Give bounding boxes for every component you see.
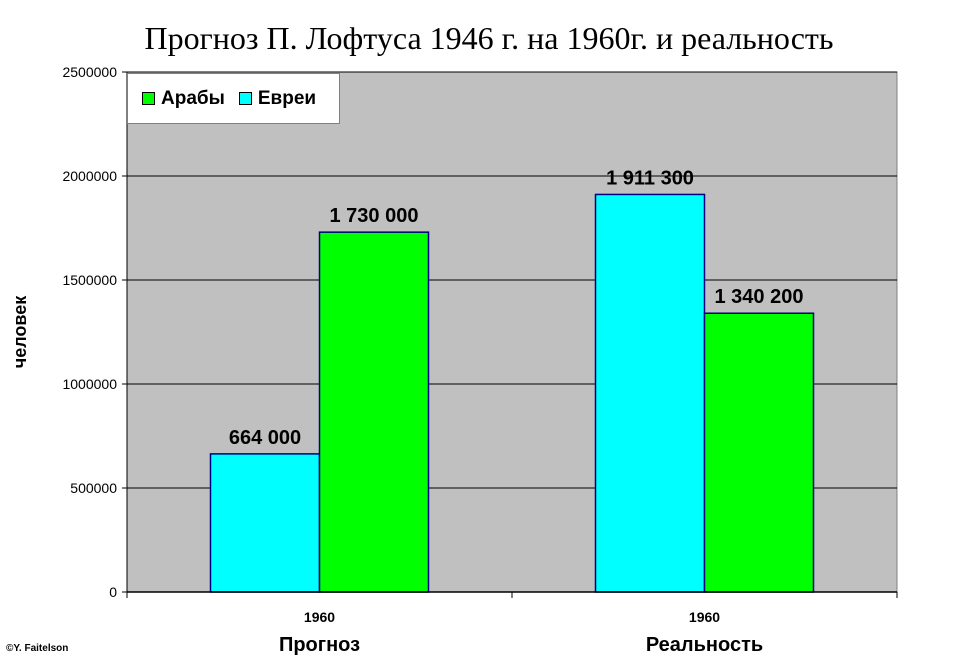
y-tick-label: 1500000 <box>62 272 117 288</box>
legend: Арабы Евреи <box>127 73 340 124</box>
bars <box>209 193 815 593</box>
legend-label: Арабы <box>161 87 225 109</box>
legend-label: Евреи <box>257 87 317 109</box>
bar-jews <box>594 193 706 593</box>
credit-text: ©Y. Faitelson <box>6 643 69 654</box>
category-label: Реальность <box>646 634 763 656</box>
data-label: 1 911 300 <box>606 167 694 189</box>
data-label: 664 000 <box>229 427 301 449</box>
x-tick-label: 1960 <box>304 609 335 625</box>
y-tick-label: 1000000 <box>62 376 117 392</box>
bar-arabs <box>703 312 815 593</box>
bar-jews <box>209 453 321 593</box>
data-label: 1 340 200 <box>715 286 804 308</box>
axes: 0 500000 1000000 1500000 2000000 2500000 <box>62 64 898 600</box>
y-tick-label: 500000 <box>70 480 117 496</box>
x-tick-label: 1960 <box>689 609 720 625</box>
category-label: Прогноз <box>279 634 360 656</box>
y-axis-label: человек <box>10 295 30 368</box>
y-tick-label: 2000000 <box>62 168 117 184</box>
y-tick-label: 2500000 <box>62 64 117 80</box>
labels: 664 000 1 730 000 1960 Прогноз 1 911 300 1 34… <box>229 167 804 656</box>
legend-swatch <box>238 92 252 105</box>
y-tick-label: 0 <box>109 584 117 600</box>
chart-title: Прогноз П. Лофтуса 1946 г. на 1960г. и р… <box>144 20 834 56</box>
data-label: 1 730 000 <box>330 205 419 227</box>
legend-swatch <box>142 92 155 105</box>
legend-entry: Евреи <box>238 87 317 110</box>
bar-arabs <box>318 231 430 593</box>
legend-entry: Арабы <box>142 88 225 110</box>
